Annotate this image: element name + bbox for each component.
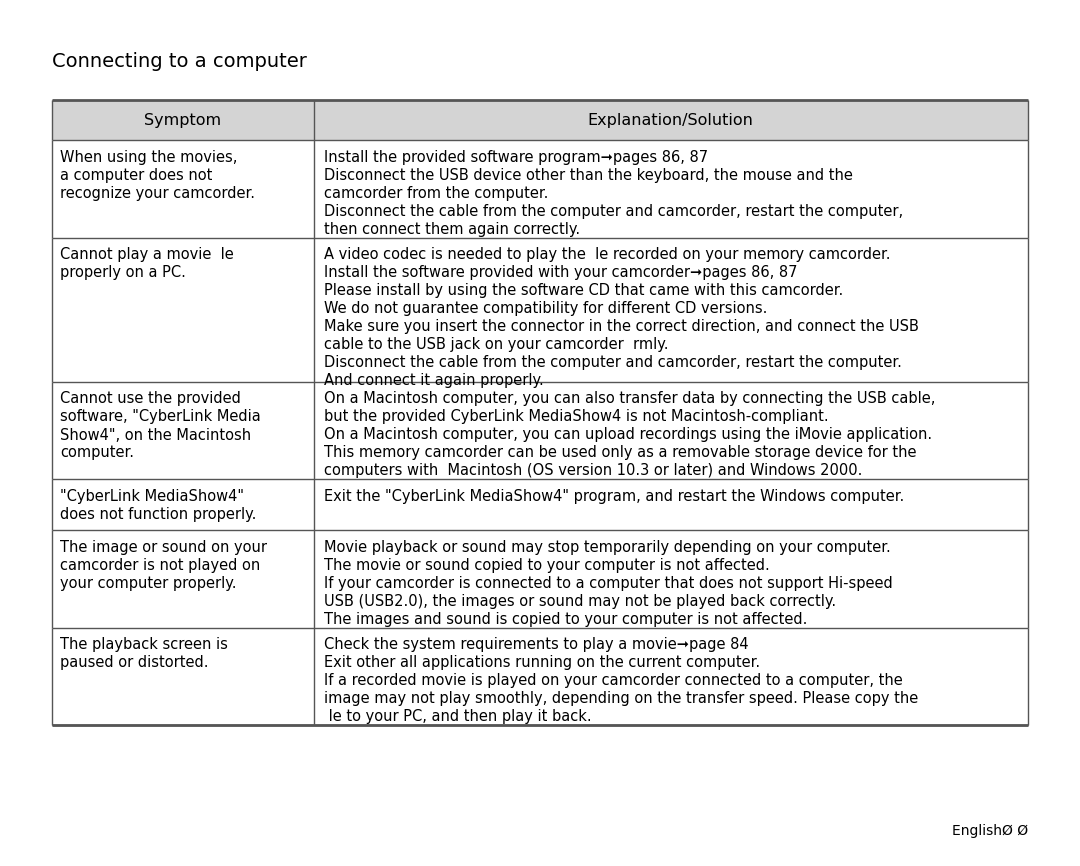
Text: Check the system requirements to play a movie➞page 84
Exit other all application: Check the system requirements to play a … (324, 637, 918, 725)
Bar (52, 382, 1028, 479)
Bar (52, 100, 1028, 140)
Text: A video codec is needed to play the  le recorded on your memory camcorder.
Insta: A video codec is needed to play the le r… (324, 248, 918, 389)
Bar (52, 237, 1028, 382)
Text: On a Macintosh computer, you can also transfer data by connecting the USB cable,: On a Macintosh computer, you can also tr… (324, 391, 935, 479)
Text: Explanation/Solution: Explanation/Solution (588, 113, 754, 127)
Text: The image or sound on your
camcorder is not played on
your computer properly.: The image or sound on your camcorder is … (60, 540, 267, 591)
Text: Cannot use the provided
software, "CyberLink Media
Show4", on the Macintosh
comp: Cannot use the provided software, "Cyber… (60, 391, 260, 461)
Text: "CyberLink MediaShow4"
does not function properly.: "CyberLink MediaShow4" does not function… (60, 489, 256, 522)
Text: When using the movies,
a computer does not
recognize your camcorder.: When using the movies, a computer does n… (60, 150, 255, 201)
Text: Symptom: Symptom (145, 113, 221, 127)
Bar (52, 530, 1028, 628)
Text: EnglishØ Ø: EnglishØ Ø (951, 824, 1028, 838)
Text: Connecting to a computer: Connecting to a computer (52, 52, 307, 71)
Text: Exit the "CyberLink MediaShow4" program, and restart the Windows computer.: Exit the "CyberLink MediaShow4" program,… (324, 489, 904, 504)
Text: The playback screen is
paused or distorted.: The playback screen is paused or distort… (60, 637, 228, 670)
Text: Cannot play a movie  le
properly on a PC.: Cannot play a movie le properly on a PC. (60, 248, 233, 281)
Bar (52, 628, 1028, 725)
Text: Install the provided software program➞pages 86, 87
Disconnect the USB device oth: Install the provided software program➞pa… (324, 150, 903, 237)
Bar (52, 479, 1028, 530)
Text: Movie playback or sound may stop temporarily depending on your computer.
The mov: Movie playback or sound may stop tempora… (324, 540, 892, 627)
Bar (52, 140, 1028, 237)
